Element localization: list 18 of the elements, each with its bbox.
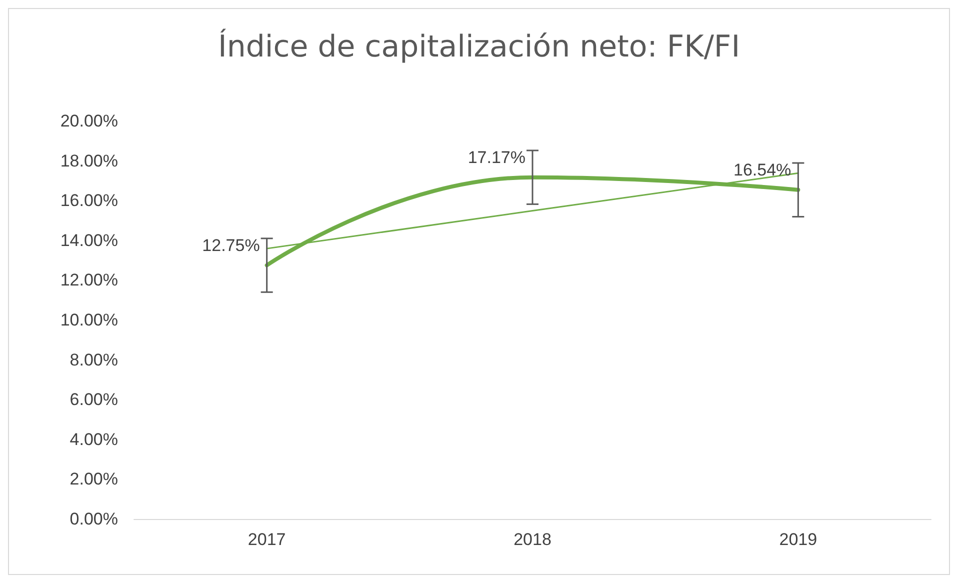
data-label: 12.75%	[202, 236, 260, 255]
y-tick-label: 18.00%	[60, 151, 118, 170]
x-tick-label: 2018	[514, 530, 552, 549]
y-tick-label: 20.00%	[60, 112, 118, 130]
y-tick-label: 10.00%	[60, 310, 118, 330]
x-tick-label: 2017	[248, 530, 286, 549]
y-tick-label: 12.00%	[60, 270, 118, 290]
y-tick-label: 14.00%	[60, 230, 118, 250]
y-tick-label: 16.00%	[60, 191, 118, 210]
y-tick-label: 0.00%	[70, 510, 118, 528]
data-label: 16.54%	[733, 160, 792, 180]
chart-title: Índice de capitalización neto: FK/FI	[218, 28, 740, 64]
x-tick-label: 2019	[779, 530, 818, 549]
y-tick-label: 6.00%	[70, 390, 118, 410]
y-tick-label: 8.00%	[70, 350, 118, 370]
y-tick-label: 2.00%	[70, 470, 118, 489]
y-tick-label: 4.00%	[70, 430, 118, 449]
data-label: 17.17%	[468, 148, 526, 167]
